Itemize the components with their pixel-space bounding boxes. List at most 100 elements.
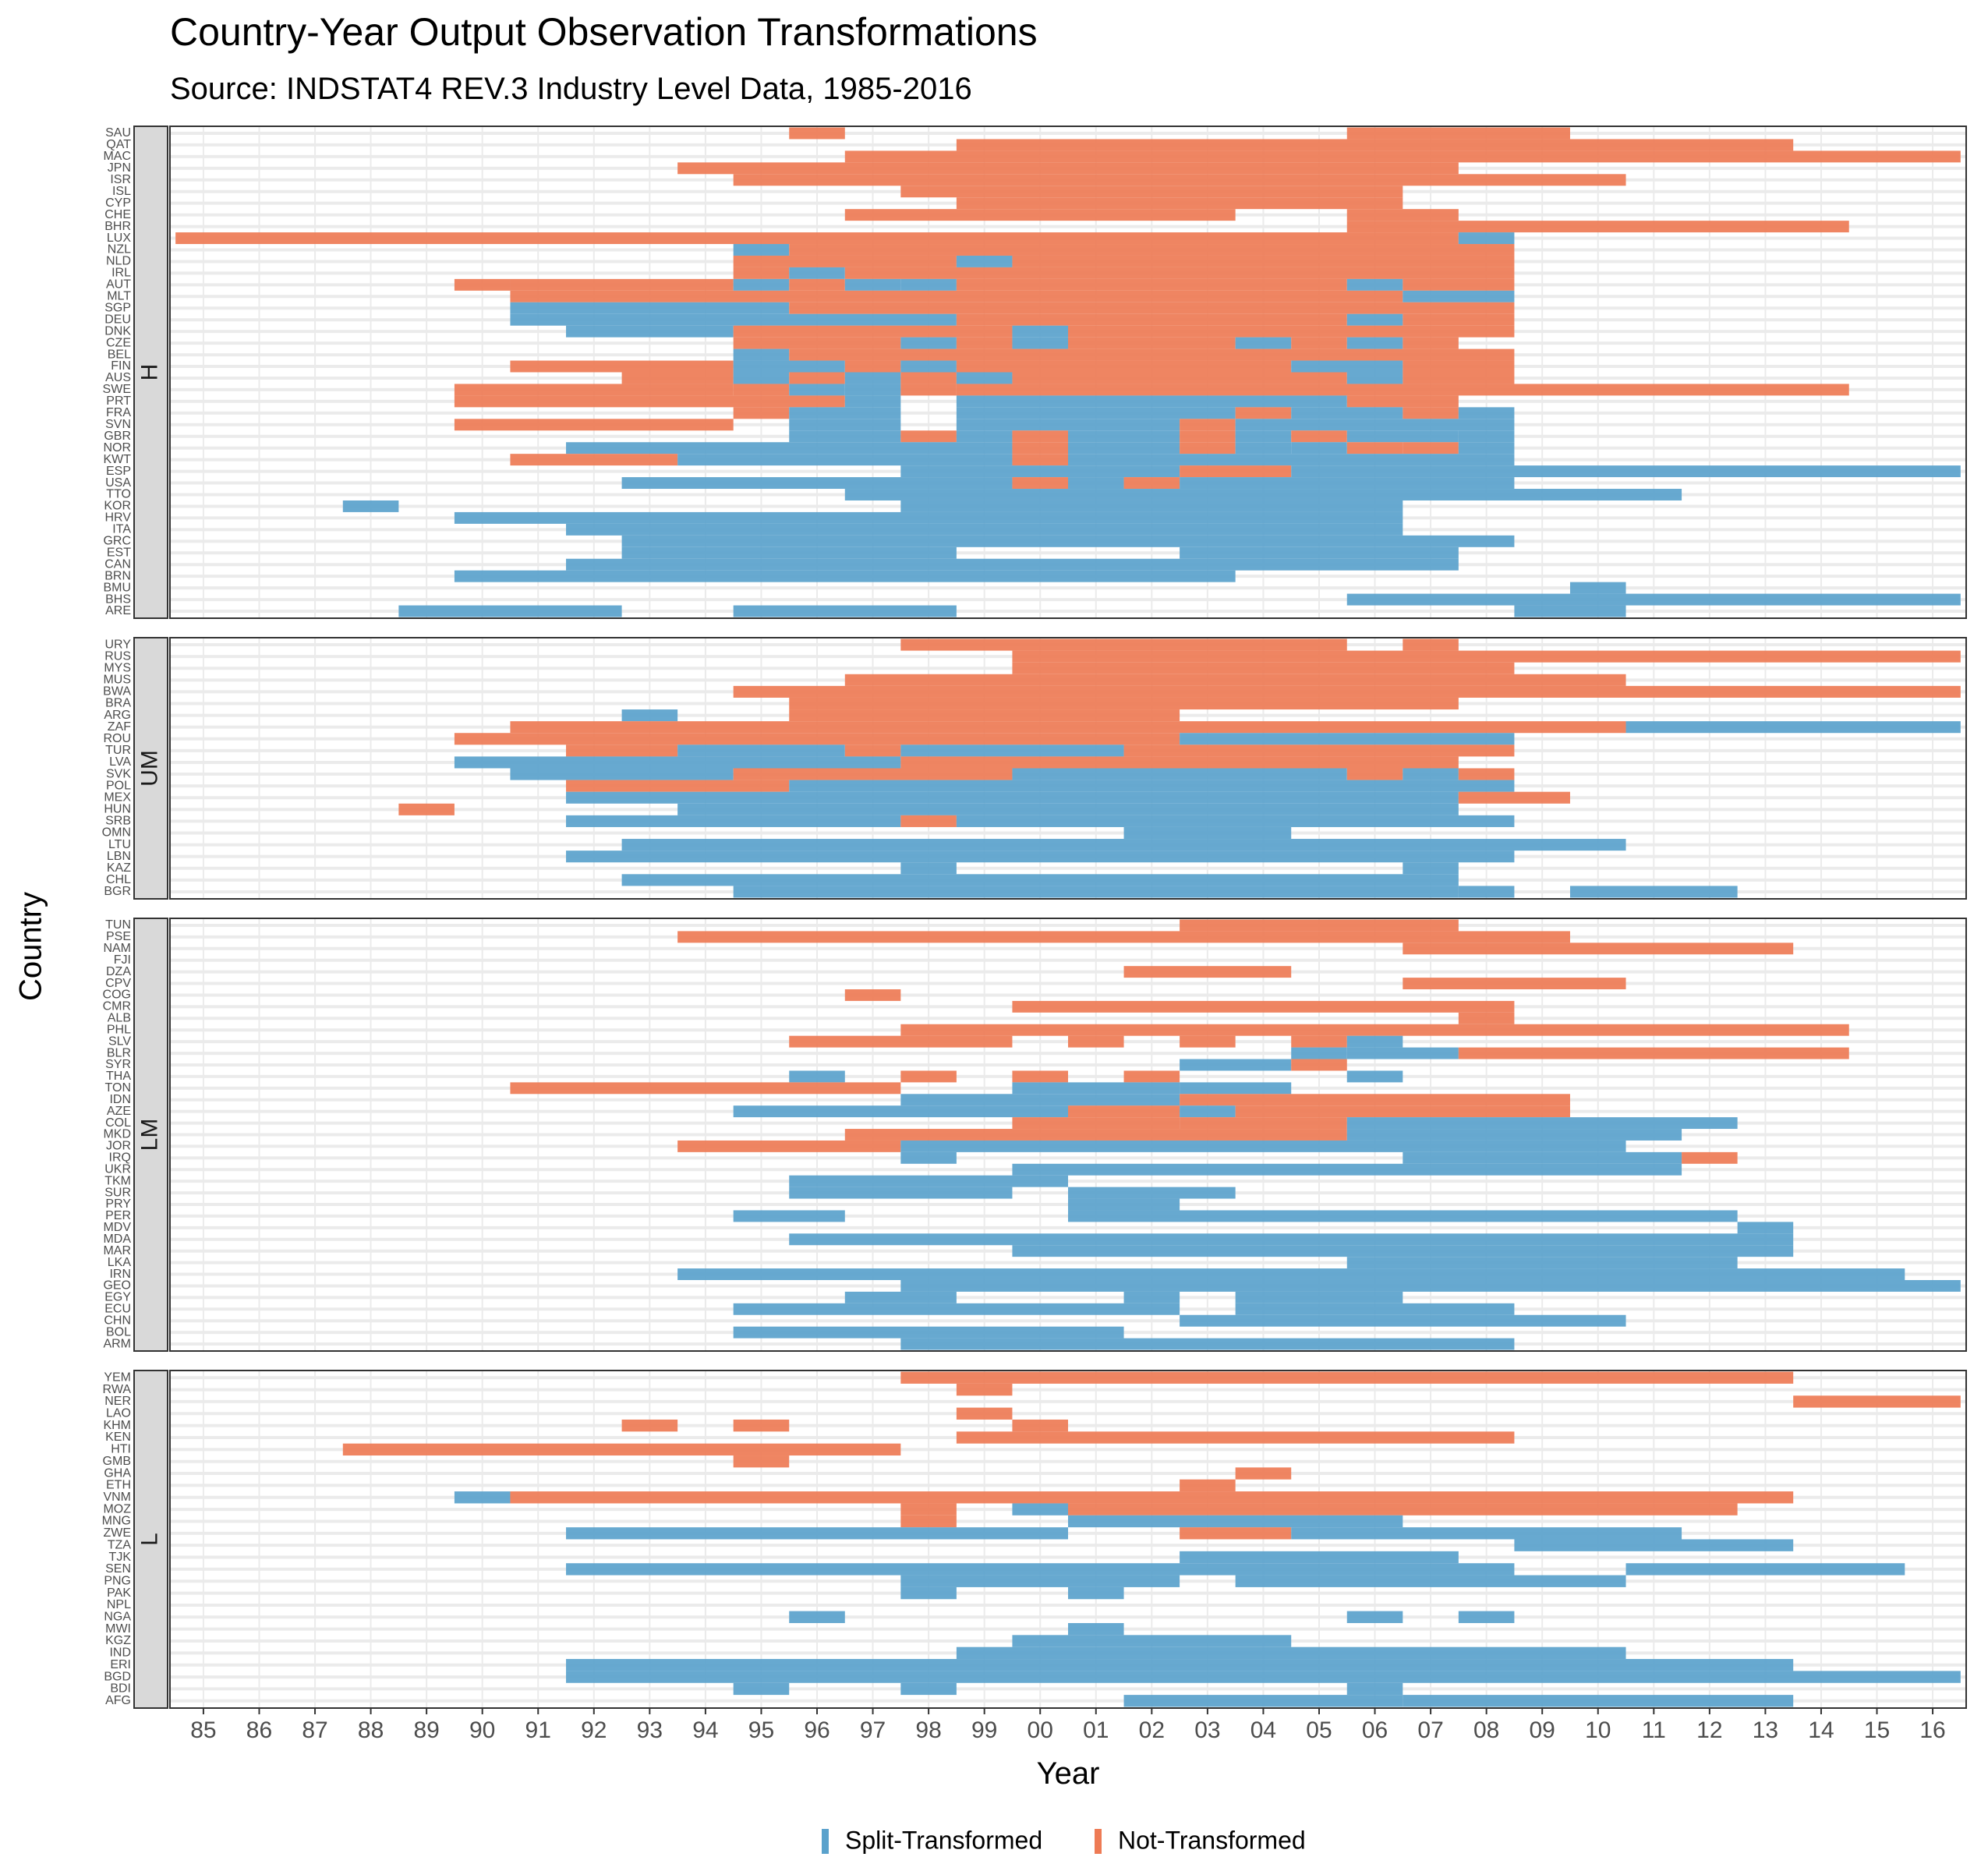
- country-label: TJK: [109, 1551, 132, 1564]
- panel-border-L: [169, 1370, 1967, 1709]
- tile-SVN-2003-2003: [1180, 419, 1236, 431]
- tile-SVN-2004-2008: [1235, 419, 1515, 431]
- country-label: NLD: [106, 255, 131, 268]
- country-label: TKM: [104, 1174, 131, 1187]
- tile-BGR-2010-2012: [1569, 886, 1738, 898]
- tile-THA-2002-2002: [1123, 1070, 1180, 1083]
- tile-MNG-1998-1998: [900, 1515, 957, 1528]
- tile-CHE-1997-2003: [844, 209, 1236, 221]
- tile-SVN-1999-2002: [956, 419, 1180, 431]
- tile-USA-1993-1999: [621, 477, 1013, 490]
- panel-border-LM: [169, 918, 1967, 1352]
- country-label: MNG: [102, 1515, 131, 1528]
- tile-SLV-2005-2005: [1291, 1035, 1347, 1048]
- tile-BWA-1995-2016: [733, 685, 1961, 698]
- tile-CAN-1992-2007: [566, 558, 1459, 571]
- country-label: IDN: [109, 1093, 131, 1106]
- tile-USA-2003-2008: [1180, 477, 1515, 490]
- country-label: GRC: [103, 535, 131, 548]
- tile-AZE-2003-2003: [1180, 1105, 1236, 1118]
- tile-FIN-1997-1997: [844, 360, 901, 373]
- tile-AUT-1991-1994: [510, 278, 734, 291]
- facet-label: H: [136, 364, 162, 381]
- x-tick-label: 13: [1753, 1717, 1778, 1743]
- tile-EGY-2004-2006: [1235, 1291, 1403, 1303]
- tile-ESP-2003-2004: [1180, 465, 1292, 478]
- legend-label: Split-Transformed: [845, 1826, 1042, 1854]
- country-label: THA: [106, 1070, 131, 1083]
- tile-KWT-2000-2000: [1012, 454, 1068, 466]
- country-label: TON: [105, 1081, 131, 1095]
- tile-SUR-1996-1999: [789, 1187, 1013, 1199]
- tile-KAZ-1998-1998: [900, 862, 957, 875]
- tile-JPN-1994-2007: [677, 162, 1459, 175]
- panel-border-H: [169, 126, 1967, 619]
- tile-VNM-1990-1990: [454, 1491, 511, 1504]
- tile-IRQ-2007-2011: [1403, 1151, 1682, 1164]
- tile-AUT-1998-1998: [900, 278, 957, 291]
- country-label: DEU: [104, 313, 131, 326]
- tile-IRL-1997-2008: [844, 267, 1515, 279]
- tile-ZWE-1992-2000: [566, 1527, 1068, 1540]
- country-label: MLT: [107, 290, 131, 303]
- tile-THA-1998-1998: [900, 1070, 957, 1083]
- country-label: SEN: [105, 1562, 131, 1576]
- tile-SRB-1999-2008: [956, 815, 1515, 827]
- tile-BGR-1995-2007: [733, 886, 1459, 898]
- country-label: MYS: [104, 661, 131, 674]
- tile-FRA-1999-2003: [956, 407, 1236, 419]
- tile-KHM-1993-1993: [621, 1419, 678, 1432]
- country-label: EGY: [104, 1291, 131, 1304]
- tile-ZWE-2003-2004: [1180, 1527, 1292, 1540]
- tile-NOR-2008-2008: [1458, 442, 1515, 454]
- tile-CZE-2007-2007: [1403, 337, 1459, 349]
- country-label: BGD: [104, 1670, 131, 1683]
- tile-MUS-1997-2010: [844, 674, 1626, 686]
- tile-SVK-2007-2007: [1403, 768, 1459, 780]
- country-label: BRN: [104, 569, 131, 582]
- tile-HUN-1994-2007: [677, 803, 1459, 815]
- tile-THA-1996-1996: [789, 1070, 845, 1083]
- tile-ECU-2004-2008: [1235, 1303, 1515, 1315]
- tile-PRY-2001-2002: [1068, 1198, 1180, 1211]
- tile-ALB-2008-2008: [1458, 1012, 1515, 1024]
- country-label: NER: [104, 1395, 131, 1408]
- tile-AUS-1998-1998: [900, 372, 957, 384]
- country-label: CAN: [104, 557, 131, 571]
- tile-PAK-1998-1998: [900, 1586, 957, 1600]
- tile-LKA-2006-2012: [1346, 1257, 1738, 1269]
- country-label: ARM: [103, 1337, 131, 1350]
- tile-IRQ-2012-2012: [1682, 1151, 1738, 1164]
- country-label: MAC: [103, 150, 131, 163]
- tile-URY-2007-2007: [1403, 638, 1459, 651]
- tile-SUR-2001-2003: [1068, 1187, 1236, 1199]
- country-label: CZE: [106, 336, 131, 349]
- tile-SEN-2011-2015: [1625, 1563, 1905, 1576]
- tile-KHM-1995-1995: [733, 1419, 790, 1432]
- tile-KWT-2001-2008: [1068, 454, 1515, 466]
- x-tick-label: 05: [1306, 1717, 1332, 1743]
- tile-GBR-2001-2002: [1068, 430, 1180, 443]
- tile-FRA-1996-1997: [789, 407, 901, 419]
- country-label: DZA: [106, 965, 131, 978]
- country-label: MDV: [103, 1221, 131, 1234]
- x-tick-label: 15: [1864, 1717, 1890, 1743]
- tile-SWE-1999-2014: [956, 384, 1849, 396]
- tile-HUN-1989-1989: [398, 803, 455, 815]
- country-label: YEM: [104, 1371, 131, 1384]
- tile-FRA-2004-2004: [1235, 407, 1292, 419]
- tile-ARE-1989-1992: [398, 605, 622, 617]
- x-tick-label: 85: [190, 1717, 216, 1743]
- country-label: OMN: [102, 826, 131, 840]
- country-label: BDI: [110, 1682, 131, 1696]
- tile-ZWE-2005-2011: [1291, 1527, 1682, 1540]
- x-tick-label: 14: [1808, 1717, 1834, 1743]
- tile-SAU-2006-2009: [1346, 127, 1570, 140]
- country-label: BEL: [108, 348, 131, 361]
- tile-COL-2006-2012: [1346, 1117, 1738, 1130]
- tile-MYS-2000-2008: [1012, 662, 1515, 674]
- tile-MAR-2000-2013: [1012, 1245, 1794, 1257]
- tile-NOR-2003-2003: [1180, 442, 1236, 454]
- country-label: SYR: [105, 1058, 131, 1071]
